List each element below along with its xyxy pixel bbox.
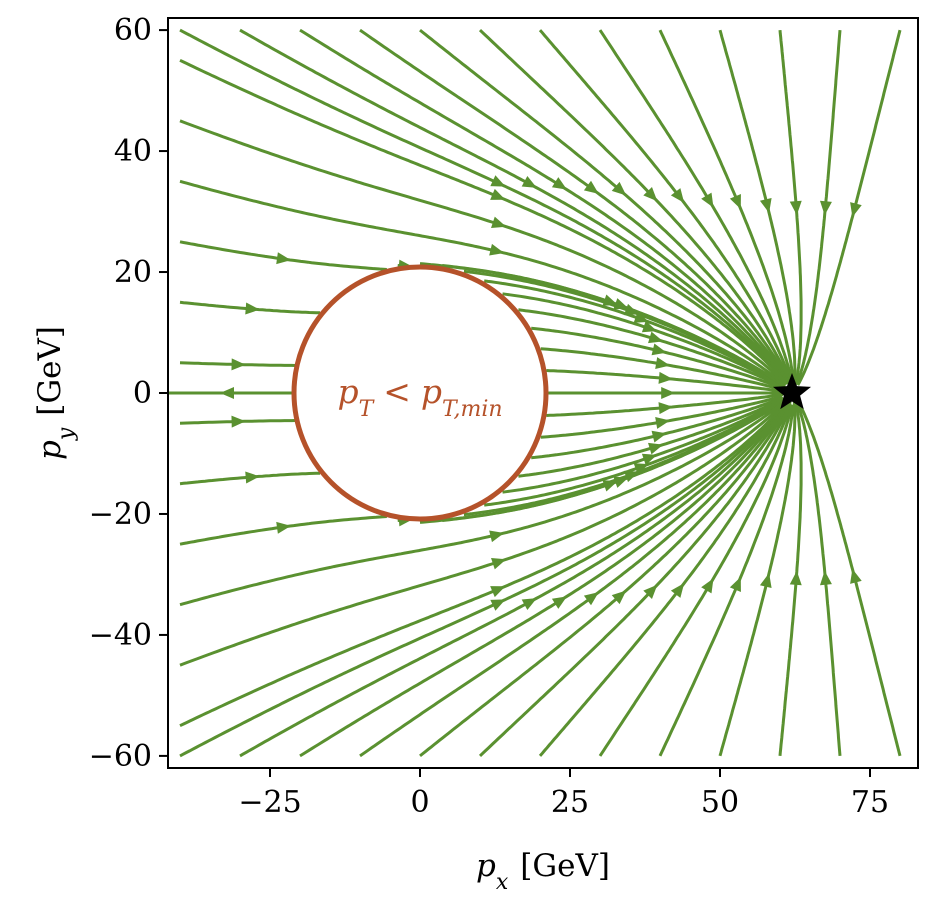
stream-arrow <box>729 576 741 593</box>
stream-arrow <box>276 252 291 265</box>
stream-arrow <box>850 202 862 218</box>
stream-arrow <box>231 358 246 371</box>
stream-arrow <box>611 590 627 605</box>
stream-arrow <box>491 216 507 229</box>
x-tick-label: 25 <box>551 785 589 820</box>
stream-arrow <box>220 387 234 399</box>
stream-arrow <box>658 402 673 415</box>
stream-arrow <box>623 303 640 316</box>
stream-arrow <box>583 592 599 606</box>
stream-arrow <box>613 476 629 488</box>
stream-arrow <box>521 598 537 611</box>
stream-arrow <box>651 430 667 443</box>
stream-arrow <box>651 343 667 356</box>
stream-arrow <box>245 302 260 315</box>
stream-arrow <box>490 175 506 187</box>
y-tick-label: 0 <box>133 376 152 411</box>
stream-arrow <box>489 530 505 543</box>
y-tick-label: 60 <box>114 13 152 48</box>
stream-arrow <box>633 463 649 475</box>
stream-arrow <box>551 596 567 609</box>
stream-arrow <box>729 193 741 210</box>
y-tick-label: −20 <box>89 497 152 532</box>
stream-arrow <box>655 416 670 429</box>
x-tick-label: −25 <box>238 785 301 820</box>
stream-arrow <box>583 180 599 194</box>
stream-arrow <box>490 188 506 200</box>
stream-arrow <box>648 442 664 455</box>
stream-arrow <box>602 294 618 306</box>
stream-arrow <box>602 480 618 492</box>
stream-arrow <box>819 570 832 586</box>
y-tick-label: 20 <box>114 255 152 290</box>
y-tick-label: −40 <box>89 618 152 653</box>
x-tick-label: 0 <box>410 785 429 820</box>
target-point-star <box>772 373 812 410</box>
stream-arrow <box>231 415 246 428</box>
stream-arrow <box>276 521 291 534</box>
stream-arrow <box>643 187 658 202</box>
x-tick-label: 50 <box>701 785 739 820</box>
excluded-region-circle <box>291 264 549 522</box>
stream-arrow <box>245 471 260 484</box>
stream-arrow <box>613 298 629 310</box>
stream-arrow <box>648 331 664 344</box>
y-axis-label: py[GeV] <box>32 326 79 460</box>
stream-arrow <box>655 357 670 370</box>
stream-arrow <box>759 573 772 589</box>
stream-arrow <box>670 188 685 203</box>
x-axis-ticks: −25 0 25 50 75 <box>238 768 889 820</box>
stream-arrow <box>490 586 506 598</box>
stream-arrow <box>623 470 640 483</box>
stream-arrow <box>850 568 862 584</box>
y-tick-label: 40 <box>114 134 152 169</box>
stream-arrow <box>489 243 505 256</box>
stream-arrow <box>491 557 507 570</box>
stream-arrow <box>641 320 658 333</box>
stream-arrow <box>641 453 658 466</box>
stream-arrow <box>521 175 537 188</box>
stream-arrow <box>658 371 673 384</box>
stream-arrow <box>819 200 832 216</box>
stream-arrow <box>490 599 506 611</box>
stream-arrow <box>661 387 676 399</box>
stream-arrow <box>611 181 627 196</box>
y-tick-label: −60 <box>89 739 152 774</box>
plot-area: pT < pT,min <box>168 28 902 758</box>
stream-arrow <box>701 192 714 208</box>
x-tick-label: 75 <box>851 785 889 820</box>
stream-arrows <box>220 175 862 611</box>
stream-arrow <box>551 177 567 190</box>
stream-arrow <box>759 197 772 213</box>
stream-arrow <box>789 200 802 216</box>
stream-arrow <box>670 583 685 598</box>
stream-arrow <box>701 578 714 594</box>
y-axis-ticks: −60 −40 −20 0 20 40 60 <box>89 13 168 774</box>
stream-arrow <box>643 584 658 599</box>
x-axis-label: px [GeV] <box>476 848 610 895</box>
stream-arrow <box>789 570 802 586</box>
excluded-region-label: pT < pT,min <box>337 372 502 422</box>
